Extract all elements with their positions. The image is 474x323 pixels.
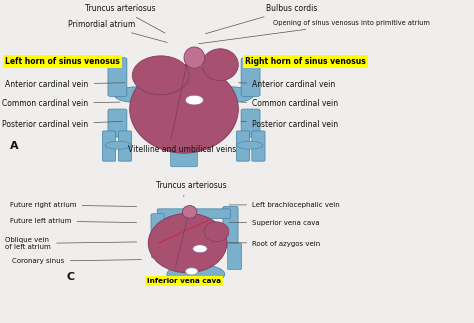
Ellipse shape: [184, 47, 205, 68]
Ellipse shape: [114, 87, 161, 103]
Text: Future left atrium: Future left atrium: [10, 218, 137, 224]
Text: Left brachiocephalic vein: Left brachiocephalic vein: [229, 202, 340, 208]
FancyBboxPatch shape: [241, 109, 260, 137]
FancyBboxPatch shape: [228, 244, 242, 269]
Ellipse shape: [132, 56, 189, 95]
Ellipse shape: [185, 95, 203, 105]
Text: Anterior cardinal vein: Anterior cardinal vein: [238, 80, 336, 89]
Text: Common cardinal vein: Common cardinal vein: [2, 99, 120, 108]
FancyBboxPatch shape: [102, 131, 116, 161]
FancyBboxPatch shape: [252, 131, 265, 161]
FancyBboxPatch shape: [237, 131, 249, 161]
Text: Root of azygos vein: Root of azygos vein: [227, 241, 320, 246]
FancyBboxPatch shape: [151, 214, 164, 238]
Ellipse shape: [237, 141, 263, 149]
Ellipse shape: [130, 65, 238, 153]
FancyBboxPatch shape: [157, 209, 230, 219]
Ellipse shape: [185, 268, 198, 275]
Text: Superior vena cava: Superior vena cava: [229, 220, 320, 225]
Text: Coronary sinus: Coronary sinus: [12, 258, 141, 264]
FancyBboxPatch shape: [171, 138, 198, 167]
Text: Future right atrium: Future right atrium: [10, 202, 137, 208]
Text: Left horn of sinus venosus: Left horn of sinus venosus: [5, 57, 120, 66]
Text: Common cardinal vein: Common cardinal vein: [241, 99, 338, 108]
Ellipse shape: [193, 245, 207, 253]
Ellipse shape: [148, 214, 227, 273]
Text: Posterior cardinal vein: Posterior cardinal vein: [241, 120, 338, 129]
Text: Vitelline and umbilical veins: Vitelline and umbilical veins: [128, 145, 236, 154]
Text: A: A: [10, 141, 18, 151]
Ellipse shape: [105, 141, 131, 149]
Text: Oblique vein
of left atrium: Oblique vein of left atrium: [5, 237, 137, 250]
Ellipse shape: [167, 264, 225, 284]
Text: Primordial atrium: Primordial atrium: [68, 20, 167, 42]
FancyBboxPatch shape: [108, 58, 127, 96]
Text: Anterior cardinal vein: Anterior cardinal vein: [5, 80, 125, 89]
Text: Inferior vena cava: Inferior vena cava: [147, 274, 221, 284]
Ellipse shape: [202, 49, 238, 81]
FancyBboxPatch shape: [108, 109, 127, 137]
Text: Posterior cardinal vein: Posterior cardinal vein: [2, 120, 122, 129]
FancyBboxPatch shape: [223, 206, 238, 247]
Text: Truncus arteriosus: Truncus arteriosus: [85, 4, 165, 33]
Text: Right horn of sinus venosus: Right horn of sinus venosus: [245, 57, 366, 66]
Text: C: C: [66, 272, 74, 282]
Text: Truncus arteriosus: Truncus arteriosus: [156, 181, 227, 196]
Ellipse shape: [207, 87, 254, 103]
Ellipse shape: [182, 205, 197, 218]
Ellipse shape: [204, 222, 229, 242]
FancyBboxPatch shape: [152, 237, 160, 258]
FancyBboxPatch shape: [118, 131, 132, 161]
Text: Bulbus cordis: Bulbus cordis: [205, 4, 318, 34]
FancyBboxPatch shape: [241, 58, 260, 96]
Text: Opening of sinus venosus into primitive atrium: Opening of sinus venosus into primitive …: [199, 20, 430, 44]
